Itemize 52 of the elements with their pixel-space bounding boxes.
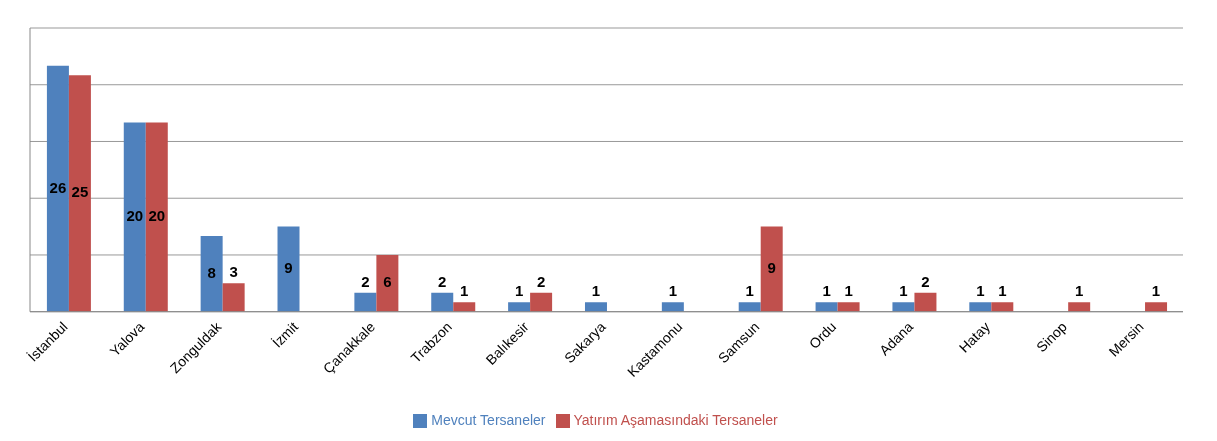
bar bbox=[46, 65, 69, 312]
bar bbox=[738, 302, 761, 312]
bar bbox=[661, 302, 684, 312]
bar bbox=[376, 254, 399, 312]
data-label: 1 bbox=[745, 282, 754, 300]
bar bbox=[892, 302, 915, 312]
bar bbox=[815, 302, 838, 312]
data-label: 1 bbox=[844, 282, 853, 300]
bar bbox=[1068, 302, 1091, 312]
data-label: 2 bbox=[536, 272, 546, 290]
data-label: 3 bbox=[229, 263, 238, 281]
bar bbox=[354, 292, 377, 312]
bar bbox=[969, 302, 992, 312]
data-label: 1 bbox=[591, 282, 601, 300]
bar bbox=[914, 292, 937, 312]
bar bbox=[222, 283, 245, 312]
bar bbox=[530, 292, 553, 312]
bar bbox=[431, 292, 454, 312]
bar bbox=[453, 302, 476, 312]
bar bbox=[68, 75, 91, 312]
bar bbox=[1145, 302, 1168, 312]
data-label: 2 bbox=[361, 272, 370, 290]
bar bbox=[837, 302, 860, 312]
bar bbox=[508, 302, 531, 312]
data-label: 20 bbox=[148, 207, 166, 225]
data-label: 6 bbox=[383, 273, 392, 291]
bar bbox=[760, 226, 783, 312]
data-label: 1 bbox=[998, 282, 1007, 300]
data-label: 8 bbox=[207, 263, 216, 281]
data-label: 9 bbox=[284, 259, 293, 277]
data-label: 1 bbox=[976, 282, 985, 300]
data-label: 1 bbox=[1151, 282, 1161, 300]
data-label: 1 bbox=[460, 282, 469, 300]
bar bbox=[277, 226, 300, 312]
bar bbox=[584, 302, 607, 312]
data-label: 9 bbox=[767, 259, 776, 277]
data-label: 2 bbox=[438, 272, 447, 290]
data-label: 25 bbox=[71, 183, 89, 201]
data-label: 1 bbox=[514, 282, 524, 300]
data-label: 2 bbox=[921, 272, 930, 290]
bar bbox=[123, 122, 146, 312]
data-label: 26 bbox=[49, 178, 67, 196]
data-label: 1 bbox=[1075, 282, 1084, 300]
data-label: 1 bbox=[899, 282, 908, 300]
data-label: 1 bbox=[668, 282, 678, 300]
data-label: 20 bbox=[126, 207, 144, 225]
bar bbox=[145, 122, 168, 312]
legend-label: Yatırım Aşamasındaki Tersaneler bbox=[573, 411, 778, 428]
legend-label: Mevcut Tersaneler bbox=[431, 411, 546, 428]
bar bbox=[200, 236, 223, 312]
data-label: 1 bbox=[822, 282, 831, 300]
bar bbox=[991, 302, 1014, 312]
